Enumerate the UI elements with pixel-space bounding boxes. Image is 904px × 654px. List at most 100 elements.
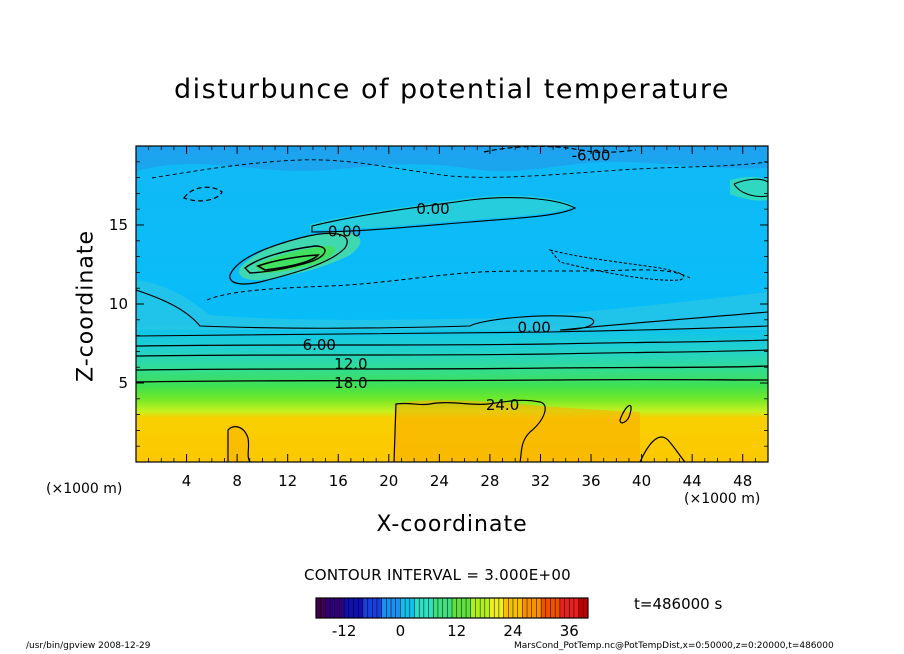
time-label: t=486000 s (634, 595, 723, 613)
colorbar-cell (400, 598, 406, 618)
colorbar-cell (358, 598, 364, 618)
colorbar-cell (362, 598, 368, 618)
colorbar-cell (583, 598, 589, 618)
y-tick-label: 15 (109, 216, 128, 234)
contour-label: 12.0 (334, 355, 367, 373)
colorbar-cell (339, 598, 345, 618)
colorbar-cell (480, 598, 486, 618)
chart-title: disturbunce of potential temperature (174, 74, 730, 105)
colorbar-cell (512, 598, 519, 618)
lower-left-patch (225, 424, 250, 462)
contour-3-anomaly (243, 245, 326, 274)
contour-label: 0.00 (416, 200, 449, 218)
colorbar-cell (508, 598, 514, 618)
footer-source: MarsCond_PotTemp.nc@PotTempDist,x=0:5000… (514, 641, 834, 651)
colorbar-cell (419, 598, 425, 618)
colorbar-labels: -12 0 12 24 36 (332, 622, 579, 640)
colorbar-cell (395, 598, 401, 618)
x-tick-label: 40 (632, 472, 651, 490)
colorbar-cell (325, 598, 331, 618)
colorbar-cell (559, 598, 565, 618)
x-unit-label-left: (×1000 m) (46, 481, 123, 497)
x-tick-label: 44 (683, 472, 702, 490)
colorbar-cell (503, 598, 509, 618)
colorbar-cell (484, 598, 490, 618)
upper-right-patch (730, 177, 768, 201)
contour-0-lower (136, 289, 768, 331)
contour-0-right-edge (733, 178, 768, 198)
lower-warm-region (394, 400, 640, 462)
colorbar-cell (466, 598, 472, 618)
x-tick-label: 48 (733, 472, 752, 490)
contour-24-islet (619, 404, 632, 424)
colorbar-cell (433, 598, 439, 618)
colorbar-cell (367, 598, 373, 618)
colorbar-cell (475, 598, 481, 618)
contour-0-upper (311, 197, 577, 233)
colorbar-cell (437, 598, 444, 618)
colorbar-cell (320, 598, 326, 618)
contour-24-lower (393, 399, 546, 462)
colorbar-tick-label: -12 (332, 622, 357, 640)
colorbar-tick-label: 12 (447, 622, 466, 640)
colorbar-frame (315, 597, 589, 619)
colorbar-cell (348, 598, 354, 618)
colorbar-cell (494, 598, 500, 618)
colorbar-cell (541, 598, 547, 618)
colorbar-tick-label: 36 (560, 622, 579, 640)
upper-cool-region (136, 146, 768, 172)
contour-neg3-right (548, 249, 685, 281)
colorbar-cell (555, 598, 561, 618)
warm-anomaly-inner (255, 246, 335, 273)
x-tick-label: 4 (182, 472, 192, 490)
colorbar-tick-label: 0 (396, 622, 406, 640)
colorbar-cell (372, 598, 378, 618)
contour-3 (136, 325, 768, 337)
colorbar (315, 597, 589, 619)
contour-neg3-upper (151, 159, 768, 179)
colorbar-cell (489, 598, 495, 618)
contour-neg6-top (483, 146, 637, 153)
contour-24-right (639, 436, 686, 462)
x-tick-label: 24 (430, 472, 449, 490)
x-unit-label-right: (×1000 m) (684, 491, 761, 507)
colorbar-cell (442, 598, 448, 618)
colorbar-cell (405, 598, 411, 618)
colorbar-cell (461, 598, 467, 618)
colorbar-cell (386, 598, 392, 618)
x-tick-label: 36 (581, 472, 600, 490)
colorbar-cell (353, 598, 359, 618)
contour-label: 6.00 (303, 336, 336, 354)
x-tick-label: 12 (278, 472, 297, 490)
colorbar-cell (531, 598, 537, 618)
contour-label: 0.00 (517, 319, 550, 337)
heatmap-field (136, 146, 768, 462)
colorbar-cell (573, 598, 580, 618)
colorbar-cell (344, 598, 350, 618)
colorbar-cell (376, 598, 383, 618)
contour-9 (136, 349, 768, 357)
colorbar-cell (522, 598, 528, 618)
colorbar-cell (316, 598, 322, 618)
colorbar-cell (527, 598, 533, 618)
contour-label: 0.00 (328, 222, 361, 240)
contour-label: -6.00 (572, 146, 611, 164)
colorbar-cell (447, 598, 453, 618)
colorbar-cell (334, 598, 340, 618)
contour-24-left (227, 426, 251, 462)
y-tick-label: 10 (109, 295, 128, 313)
colorbar-cell (391, 598, 397, 618)
upper-warm-filament (310, 195, 575, 230)
colorbar-cell (517, 598, 523, 618)
colorbar-cell (578, 598, 584, 618)
footer-command: /usr/bin/gpview 2008-12-29 (26, 641, 151, 651)
contour-18 (136, 378, 768, 383)
colorbar-cell (545, 598, 551, 618)
x-tick-label: 16 (329, 472, 348, 490)
colorbar-cell (414, 598, 420, 618)
colorbar-cell (498, 598, 504, 618)
x-tick-label: 20 (379, 472, 398, 490)
contour-neg6-left (183, 186, 223, 202)
